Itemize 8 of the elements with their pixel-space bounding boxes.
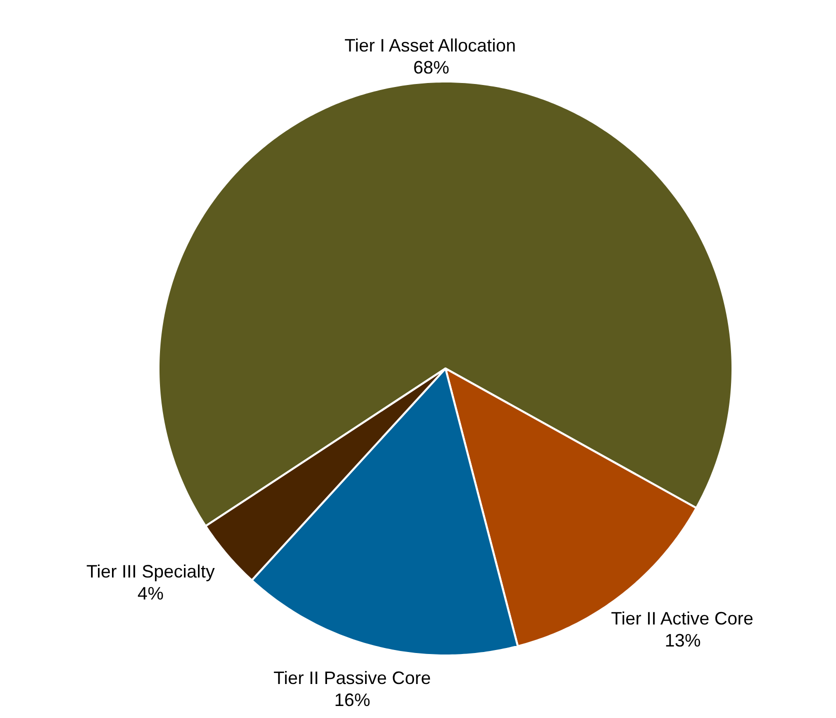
slice-label: Tier II Passive Core bbox=[274, 668, 431, 688]
slice-label: Tier I Asset Allocation bbox=[344, 36, 516, 56]
slice-label: Tier III Specialty bbox=[86, 562, 215, 582]
data-label: 4% bbox=[138, 584, 164, 604]
data-label: 13% bbox=[664, 630, 701, 650]
data-label: 68% bbox=[413, 58, 450, 78]
slice-label: Tier II Active Core bbox=[611, 608, 754, 628]
data-label: 16% bbox=[334, 690, 370, 710]
